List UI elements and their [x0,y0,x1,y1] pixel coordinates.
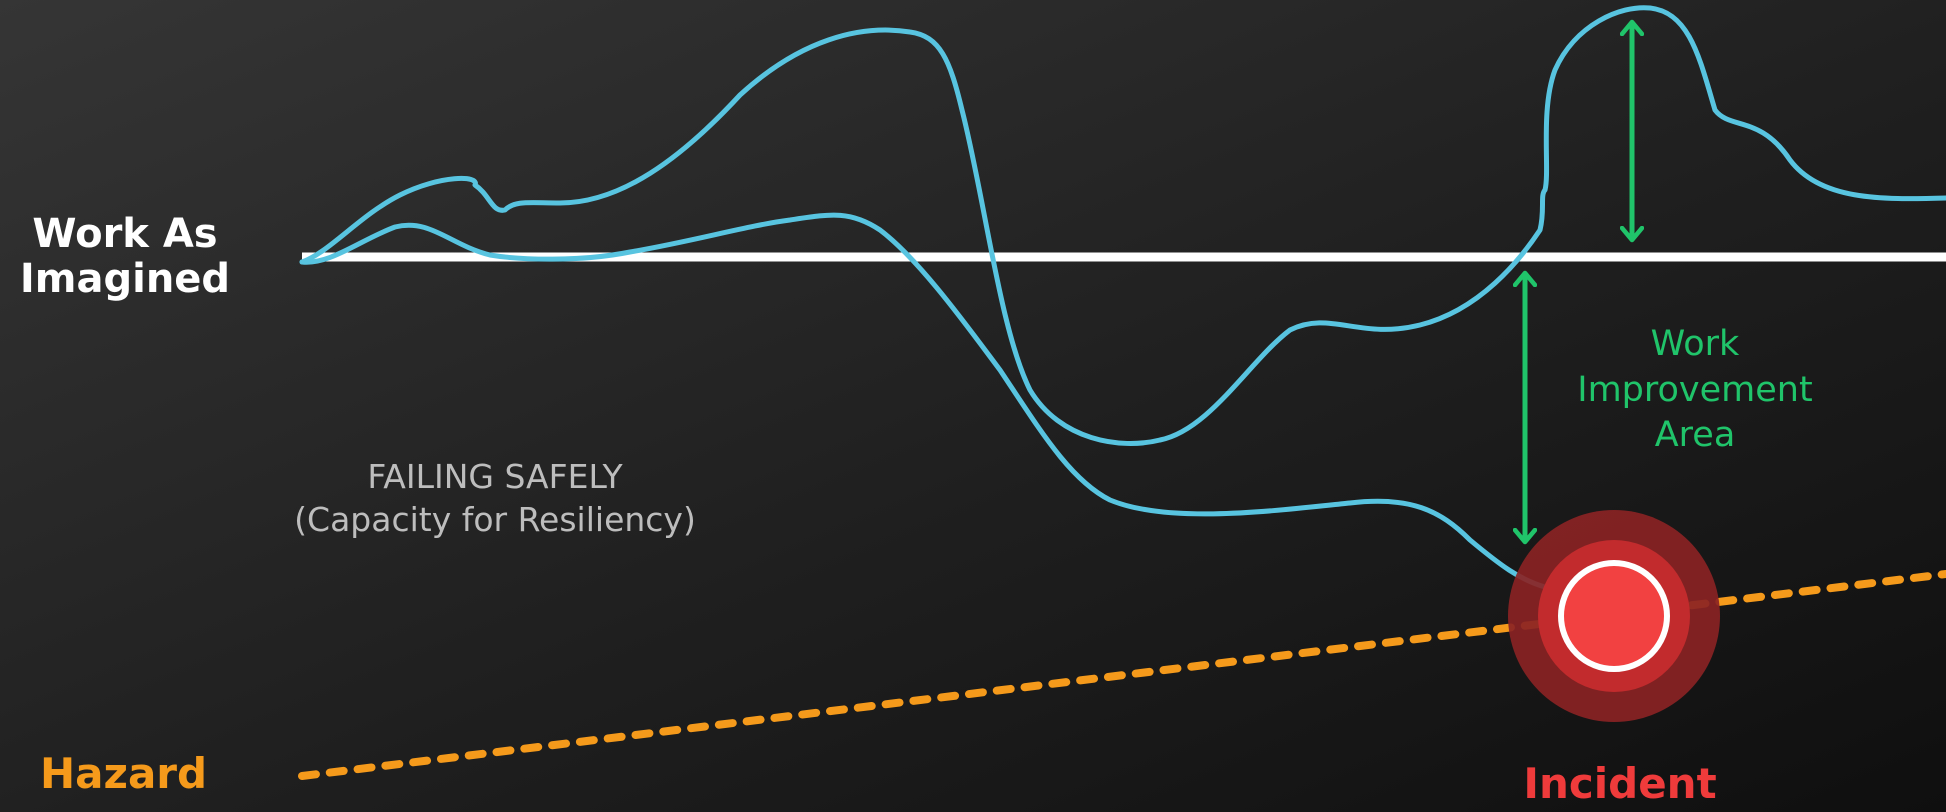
incident-label: Incident [1523,759,1717,808]
work-as-imagined-label: Work As Imagined [0,212,250,302]
work-improvement-line3: Area [1654,415,1736,455]
work-as-imagined-line2: Imagined [19,255,231,302]
work-as-imagined-line1: Work As [32,211,218,257]
failing-safely-label: FAILING SAFELY (Capacity for Resiliency) [260,456,730,542]
hazard-label: Hazard [40,749,208,798]
failing-safely-line2: (Capacity for Resiliency) [294,499,696,539]
work-improvement-line1: Work [1650,324,1740,364]
incident-marker [1508,510,1720,722]
work-as-done-curve-upper [299,5,1946,446]
failing-safely-line1: FAILING SAFELY [367,457,623,496]
work-as-done-curve-lower [299,212,1548,590]
work-improvement-area-label: Work Improvement Area [1545,322,1845,459]
work-improvement-line2: Improvement [1577,369,1813,410]
